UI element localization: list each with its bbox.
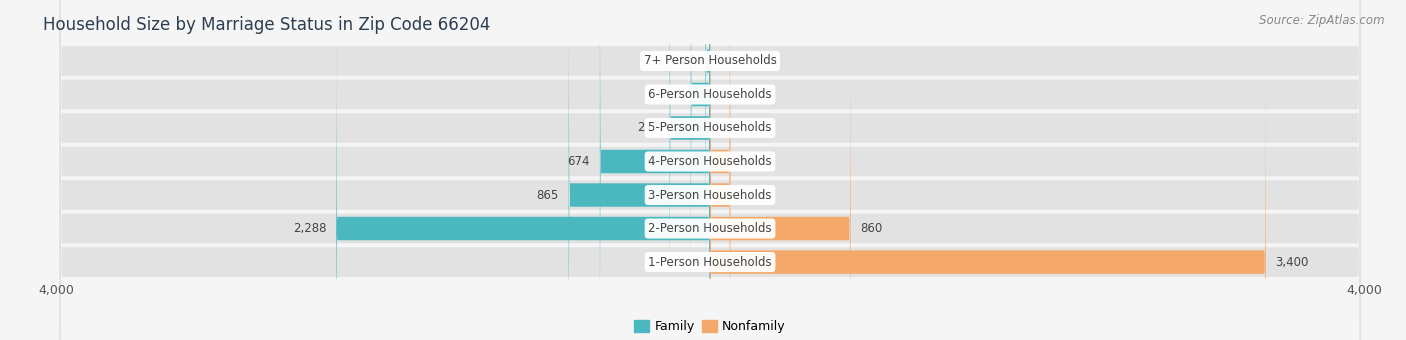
FancyBboxPatch shape bbox=[59, 0, 1361, 340]
Text: 5-Person Households: 5-Person Households bbox=[648, 121, 772, 135]
Text: 674: 674 bbox=[568, 155, 591, 168]
FancyBboxPatch shape bbox=[59, 0, 1361, 340]
Text: 0: 0 bbox=[720, 121, 727, 135]
Text: 3-Person Households: 3-Person Households bbox=[648, 188, 772, 202]
Text: 121: 121 bbox=[740, 155, 762, 168]
FancyBboxPatch shape bbox=[59, 0, 1361, 340]
Text: 6-Person Households: 6-Person Households bbox=[648, 88, 772, 101]
Text: 0: 0 bbox=[693, 256, 700, 269]
Text: 865: 865 bbox=[537, 188, 558, 202]
FancyBboxPatch shape bbox=[690, 0, 710, 340]
FancyBboxPatch shape bbox=[710, 6, 1265, 340]
FancyBboxPatch shape bbox=[59, 0, 1361, 340]
Text: 125: 125 bbox=[741, 188, 762, 202]
FancyBboxPatch shape bbox=[336, 0, 710, 340]
Text: 7+ Person Households: 7+ Person Households bbox=[644, 54, 776, 67]
Text: 860: 860 bbox=[860, 222, 883, 235]
Text: 28: 28 bbox=[681, 54, 696, 67]
FancyBboxPatch shape bbox=[669, 0, 710, 340]
Text: 247: 247 bbox=[637, 121, 659, 135]
Text: 0: 0 bbox=[720, 54, 727, 67]
FancyBboxPatch shape bbox=[706, 0, 710, 317]
FancyBboxPatch shape bbox=[59, 0, 1361, 340]
FancyBboxPatch shape bbox=[568, 0, 710, 340]
FancyBboxPatch shape bbox=[710, 0, 731, 340]
Text: 0: 0 bbox=[720, 88, 727, 101]
FancyBboxPatch shape bbox=[710, 0, 851, 340]
Text: 3,400: 3,400 bbox=[1275, 256, 1309, 269]
FancyBboxPatch shape bbox=[59, 0, 1361, 340]
FancyBboxPatch shape bbox=[710, 0, 730, 340]
Text: 1-Person Households: 1-Person Households bbox=[648, 256, 772, 269]
Text: 118: 118 bbox=[658, 88, 681, 101]
Legend: Family, Nonfamily: Family, Nonfamily bbox=[630, 315, 790, 338]
Text: Household Size by Marriage Status in Zip Code 66204: Household Size by Marriage Status in Zip… bbox=[44, 16, 491, 34]
Text: 2-Person Households: 2-Person Households bbox=[648, 222, 772, 235]
Text: Source: ZipAtlas.com: Source: ZipAtlas.com bbox=[1260, 14, 1385, 27]
FancyBboxPatch shape bbox=[600, 0, 710, 340]
Text: 4-Person Households: 4-Person Households bbox=[648, 155, 772, 168]
FancyBboxPatch shape bbox=[59, 0, 1361, 340]
Text: 2,288: 2,288 bbox=[292, 222, 326, 235]
